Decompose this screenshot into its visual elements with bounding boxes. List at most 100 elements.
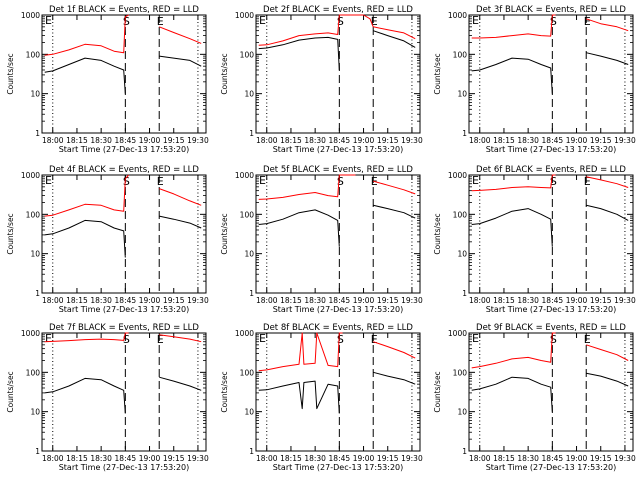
x-tick-label: 18:15 <box>493 296 515 305</box>
event-marker-label: E <box>157 175 164 188</box>
y-tick-label: 1 <box>249 129 254 138</box>
x-tick-label: 19:00 <box>353 454 375 463</box>
chart-title: Det 6f BLACK = Events, RED = LLD <box>476 165 626 175</box>
x-tick-label: 18:30 <box>304 454 326 463</box>
x-tick-label: 19:15 <box>590 454 612 463</box>
y-tick-label: 1000 <box>448 171 467 180</box>
corner-label: E <box>45 14 52 27</box>
x-tick-label: 18:30 <box>90 136 112 145</box>
x-tick-label: 18:00 <box>469 296 491 305</box>
x-tick-label: 18:30 <box>90 454 112 463</box>
plot-frame <box>41 332 207 452</box>
chart-panel-3: Det 3f BLACK = Events, RED = LLD 1 10 100 10… <box>433 5 636 154</box>
x-axis-label: Start Time (27-Dec-13 17:53:20) <box>486 145 617 154</box>
y-tick-label: 10 <box>244 408 254 417</box>
y-tick-label: 1000 <box>235 171 254 180</box>
chart-panel-4: Det 4f BLACK = Events, RED = LLD 1 10 100 10… <box>6 165 209 314</box>
chart-title: Det 5f BLACK = Events, RED = LLD <box>263 165 413 175</box>
x-tick-label: 19:30 <box>614 296 636 305</box>
chart-panel-9: Det 9f BLACK = Events, RED = LLD 1 10 100 10… <box>433 323 636 472</box>
event-marker-label: S <box>337 15 344 28</box>
events-series-line <box>258 204 416 247</box>
x-tick-label: 18:45 <box>542 136 564 145</box>
x-tick-label: 18:15 <box>493 454 515 463</box>
x-tick-label: 19:30 <box>187 136 209 145</box>
lld-series-line <box>44 14 202 56</box>
chart-panel-1: Det 1f BLACK = Events, RED = LLD 1 10 100 10… <box>6 5 209 154</box>
y-tick-label: 100 <box>453 210 468 219</box>
x-tick-label: 18:30 <box>517 136 539 145</box>
x-tick-label: 18:00 <box>42 136 64 145</box>
x-tick-label: 18:45 <box>542 454 564 463</box>
y-tick-label: 1 <box>462 289 467 298</box>
x-axis-label: Start Time (27-Dec-13 17:53:20) <box>486 305 617 314</box>
x-tick-label: 19:30 <box>401 296 423 305</box>
corner-label: E <box>259 14 266 27</box>
x-tick-label: 18:15 <box>66 454 88 463</box>
lld-series-line <box>44 332 202 343</box>
y-tick-label: 10 <box>30 408 40 417</box>
event-marker-label: E <box>157 333 164 346</box>
y-tick-label: 10 <box>457 250 467 259</box>
y-tick-label: 1000 <box>448 11 467 20</box>
x-axis-label: Start Time (27-Dec-13 17:53:20) <box>59 145 190 154</box>
x-tick-label: 18:45 <box>542 296 564 305</box>
chart-title: Det 2f BLACK = Events, RED = LLD <box>263 5 413 15</box>
y-tick-label: 10 <box>457 90 467 99</box>
event-marker-label: E <box>371 333 378 346</box>
event-marker-label: S <box>550 15 557 28</box>
y-tick-label: 100 <box>453 50 468 59</box>
x-tick-label: 18:45 <box>115 454 137 463</box>
y-tick-label: 1 <box>35 129 40 138</box>
x-tick-label: 19:00 <box>139 136 161 145</box>
events-series-line <box>258 371 416 414</box>
y-tick-label: 10 <box>30 90 40 99</box>
y-tick-label: 10 <box>244 90 254 99</box>
lld-series-line <box>471 332 629 369</box>
event-marker-label: S <box>123 15 130 28</box>
x-tick-label: 19:15 <box>163 454 185 463</box>
corner-label: E <box>472 332 479 345</box>
chart-panel-2: Det 2f BLACK = Events, RED = LLD 1 10 100 10… <box>220 5 423 154</box>
x-tick-label: 18:15 <box>280 296 302 305</box>
y-tick-label: 10 <box>457 408 467 417</box>
y-tick-label: 100 <box>26 210 41 219</box>
event-marker-label: S <box>337 333 344 346</box>
event-marker-label: S <box>123 175 130 188</box>
chart-title: Det 3f BLACK = Events, RED = LLD <box>476 5 626 15</box>
x-axis-label: Start Time (27-Dec-13 17:53:20) <box>59 305 190 314</box>
corner-label: E <box>472 174 479 187</box>
x-axis-label: Start Time (27-Dec-13 17:53:20) <box>273 463 404 472</box>
corner-label: E <box>259 174 266 187</box>
plot-frame <box>255 174 421 294</box>
x-tick-label: 18:00 <box>256 136 278 145</box>
chart-panel-8: Det 8f BLACK = Events, RED = LLD 1 10 100 10… <box>220 323 423 472</box>
x-tick-label: 19:15 <box>590 296 612 305</box>
corner-label: E <box>45 332 52 345</box>
x-tick-label: 19:30 <box>614 136 636 145</box>
x-tick-label: 19:15 <box>377 454 399 463</box>
chart-title: Det 4f BLACK = Events, RED = LLD <box>49 165 199 175</box>
x-tick-label: 18:15 <box>493 136 515 145</box>
x-tick-label: 18:00 <box>42 296 64 305</box>
lld-series-line <box>258 332 416 372</box>
y-axis-label: Counts/sec <box>433 213 442 254</box>
y-axis-label: Counts/sec <box>220 371 229 412</box>
x-tick-label: 19:00 <box>566 296 588 305</box>
x-tick-label: 19:30 <box>401 136 423 145</box>
x-tick-label: 19:15 <box>377 296 399 305</box>
y-tick-label: 1 <box>35 289 40 298</box>
corner-label: E <box>45 174 52 187</box>
x-tick-label: 19:00 <box>566 136 588 145</box>
x-axis-label: Start Time (27-Dec-13 17:53:20) <box>486 463 617 472</box>
events-series-line <box>471 204 629 247</box>
x-tick-label: 19:15 <box>377 136 399 145</box>
event-marker-label: S <box>123 333 130 346</box>
y-axis-label: Counts/sec <box>220 53 229 94</box>
x-tick-label: 18:45 <box>329 296 351 305</box>
chart-panel-5: Det 5f BLACK = Events, RED = LLD 1 10 100 10… <box>220 165 423 314</box>
y-tick-label: 1000 <box>21 11 40 20</box>
plot-frame <box>468 332 634 452</box>
